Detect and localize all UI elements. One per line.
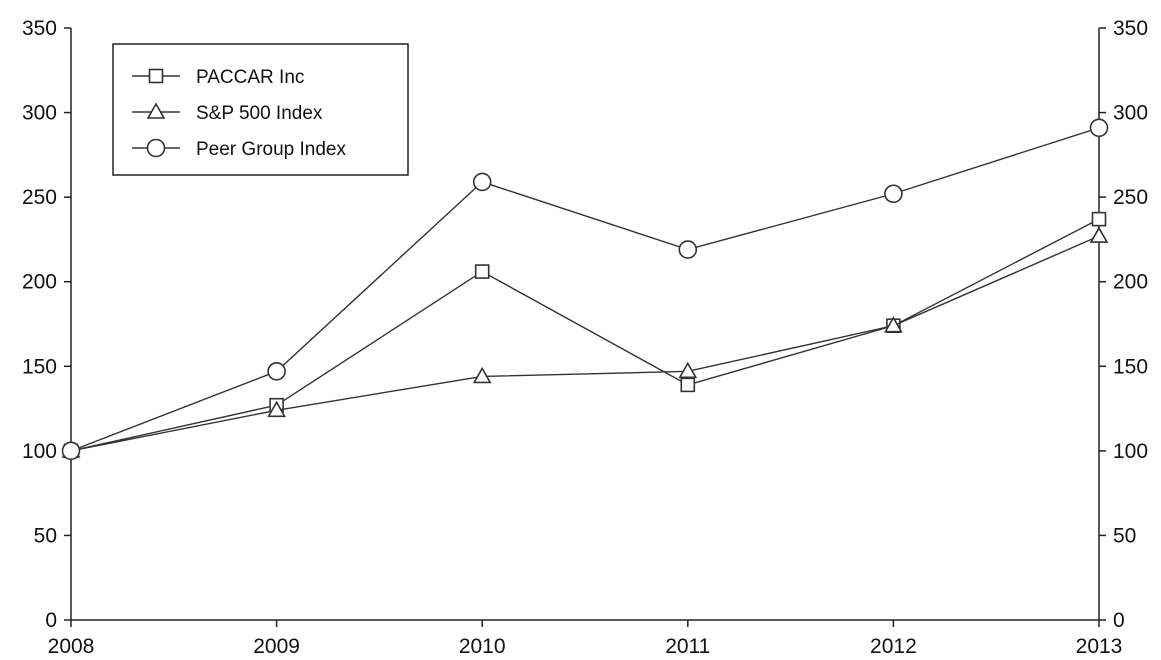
y-tick-label-right: 50 (1113, 524, 1136, 547)
x-tick-label: 2009 (253, 635, 300, 658)
data-point-triangle (678, 361, 698, 379)
data-point-square (474, 264, 490, 279)
y-tick-label-left: 150 (22, 355, 57, 378)
y-tick-label-left: 50 (34, 524, 57, 547)
series-line-triangle (70, 235, 1100, 452)
y-tick-label-right: 350 (1113, 17, 1148, 40)
y-tick-label-left: 300 (22, 102, 57, 125)
series-line-circle (70, 127, 1100, 452)
axes: 0 0 50 50 100 100 150 150 200 200 250 250 300 300 350 3… (22, 17, 1148, 658)
y-tick-label-left: 200 (22, 271, 57, 294)
y-tick-label-left: 100 (22, 440, 57, 463)
data-point-circle (678, 240, 698, 259)
y-tick-label-right: 0 (1113, 609, 1125, 632)
series-line-square (70, 218, 1100, 452)
data-point-square (680, 377, 696, 393)
legend-item: S&P 500 Index (132, 102, 323, 124)
legend-marker-triangle (146, 102, 166, 119)
legend: PACCAR Inc S&P 500 Index Peer Group Index (112, 43, 409, 176)
data-point-circle (61, 441, 81, 461)
legend-label: PACCAR Inc (196, 67, 304, 88)
x-tick-label: 2010 (459, 635, 506, 658)
series-layer (61, 118, 1109, 461)
data-point-triangle (1089, 226, 1109, 243)
y-tick-label-right: 150 (1113, 355, 1148, 378)
legend-marker-circle (146, 138, 166, 158)
y-tick-label-left: 0 (45, 609, 57, 632)
data-point-circle (884, 184, 903, 204)
data-point-square (1091, 211, 1107, 227)
series-triangle (61, 226, 1109, 458)
data-point-circle (472, 172, 492, 192)
y-tick-label-right: 100 (1113, 440, 1148, 463)
legend-item: Peer Group Index (132, 138, 346, 160)
legend-items: PACCAR Inc S&P 500 Index Peer Group Index (132, 67, 346, 160)
data-point-circle (267, 362, 286, 381)
y-tick-label-right: 200 (1113, 271, 1148, 294)
data-point-triangle (472, 366, 492, 384)
y-tick-label-right: 300 (1113, 102, 1148, 125)
data-point-circle (1089, 118, 1109, 138)
data-point-triangle (267, 400, 286, 418)
x-tick-label: 2012 (870, 635, 917, 658)
x-tick-label: 2013 (1076, 635, 1123, 658)
legend-marker-square (148, 68, 164, 84)
series-circle (61, 118, 1109, 461)
y-tick-label-left: 350 (22, 17, 57, 40)
legend-label: S&P 500 Index (196, 103, 323, 124)
y-tick-label-left: 250 (22, 186, 57, 209)
y-tick-label-right: 250 (1113, 186, 1148, 209)
x-tick-label: 2011 (665, 635, 710, 658)
legend-label: Peer Group Index (196, 139, 346, 160)
data-point-triangle (884, 316, 903, 333)
legend-item: PACCAR Inc (132, 67, 304, 88)
x-tick-label: 2008 (48, 635, 95, 658)
